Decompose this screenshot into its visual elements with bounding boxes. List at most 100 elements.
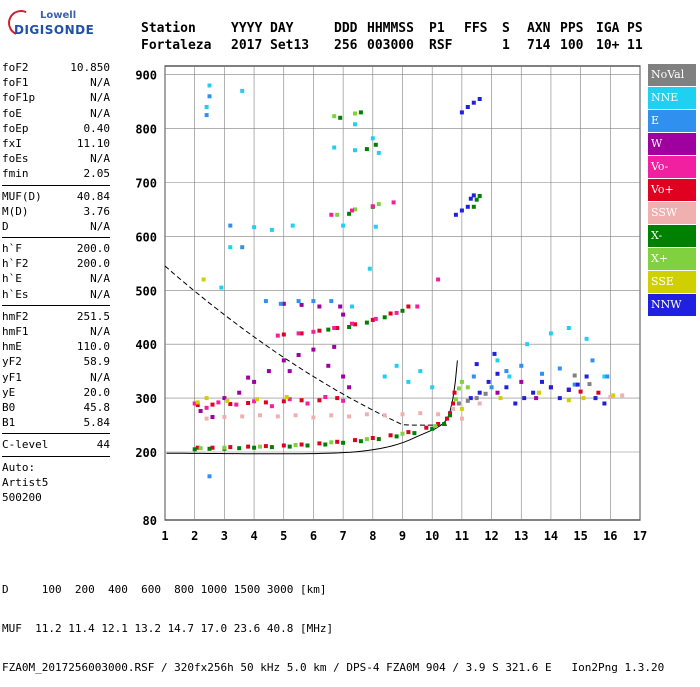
data-point-vo- bbox=[216, 400, 221, 405]
data-point-vo- bbox=[246, 401, 251, 405]
header-row2-cell-10: 10+ bbox=[596, 38, 620, 53]
param-key: fxI bbox=[2, 136, 22, 150]
data-point-w bbox=[281, 301, 286, 306]
footer: D 100 200 400 600 800 1000 1500 3000 [km… bbox=[2, 557, 664, 687]
data-point-x- bbox=[442, 422, 447, 426]
data-point-sse bbox=[284, 395, 289, 399]
data-point-w bbox=[338, 304, 343, 309]
header-row1-cell-1: YYYY bbox=[231, 21, 263, 36]
data-point-vo- bbox=[210, 445, 215, 450]
data-point-w bbox=[326, 363, 331, 368]
data-point-vo- bbox=[195, 445, 200, 450]
data-point-e bbox=[605, 374, 610, 379]
param-row: yE 20.0 bbox=[2, 385, 110, 400]
param-separator bbox=[2, 455, 110, 457]
data-point-x- bbox=[358, 439, 363, 444]
data-point-vo- bbox=[228, 445, 233, 450]
data-point-vo- bbox=[269, 404, 274, 409]
data-point-nnw bbox=[453, 212, 458, 217]
header-row1-cell-9: PPS bbox=[560, 21, 584, 36]
x-tick-label: 4 bbox=[250, 529, 257, 543]
data-point-nne bbox=[525, 342, 530, 347]
data-point-nnw bbox=[522, 396, 527, 401]
data-point-nnw bbox=[531, 390, 536, 395]
data-point-nnw bbox=[513, 401, 518, 406]
data-point-nnw bbox=[557, 396, 562, 401]
data-point-noval bbox=[456, 401, 461, 406]
data-point-vo- bbox=[296, 331, 301, 336]
param-key: h`F2 bbox=[2, 257, 29, 271]
param-key: h`E bbox=[2, 272, 22, 286]
data-point-vo- bbox=[252, 399, 257, 404]
data-point-e bbox=[590, 358, 595, 363]
param-row: hmE 110.0 bbox=[2, 339, 110, 354]
data-point-vo- bbox=[394, 310, 399, 315]
data-point-nnw bbox=[593, 396, 598, 401]
data-point-nnw bbox=[477, 97, 482, 101]
data-point-x- bbox=[364, 437, 369, 442]
header-row2-cell-1: 2017 bbox=[231, 38, 263, 53]
data-point-sse bbox=[459, 406, 464, 411]
data-point-e bbox=[519, 363, 524, 368]
param-key: foF2 bbox=[2, 61, 29, 74]
param-key: yE bbox=[2, 385, 16, 399]
data-point-vo- bbox=[332, 326, 337, 330]
footer-file-info: FZA0M_2017256003000.RSF / 320fx256h 50 k… bbox=[2, 661, 665, 674]
data-point-e bbox=[228, 223, 233, 228]
data-point-nne bbox=[204, 105, 209, 109]
param-key: Auto: bbox=[2, 460, 36, 474]
x-tick-label: 11 bbox=[455, 529, 469, 543]
data-point-w bbox=[266, 369, 271, 374]
data-point-e bbox=[263, 299, 268, 304]
data-point-w bbox=[281, 358, 286, 363]
param-key: C-level bbox=[2, 438, 49, 452]
data-point-nne bbox=[252, 225, 257, 230]
param-value: N/A bbox=[90, 219, 110, 233]
legend-item-ssw: SSW bbox=[648, 202, 696, 224]
data-point-nnw bbox=[477, 390, 482, 395]
param-row: M(D) 3.76 bbox=[2, 204, 110, 219]
data-point-vo- bbox=[317, 328, 322, 333]
y-tick-label: 200 bbox=[135, 446, 157, 460]
data-point-x- bbox=[376, 437, 381, 442]
data-point-w bbox=[246, 375, 251, 380]
data-point-nne bbox=[290, 223, 295, 228]
y-tick-label: 900 bbox=[135, 69, 157, 83]
data-point-x- bbox=[237, 446, 242, 451]
data-point-vo- bbox=[311, 329, 316, 334]
data-point-ssw bbox=[400, 412, 405, 417]
data-point-ssw bbox=[329, 413, 334, 418]
x-tick-label: 17 bbox=[633, 529, 647, 543]
param-row: C-level 44 bbox=[2, 437, 110, 452]
data-point-noval bbox=[465, 398, 470, 403]
legend-item-x-: X+ bbox=[648, 248, 696, 270]
legend-item-x-: X- bbox=[648, 225, 696, 247]
legend-item-vo-: Vo+ bbox=[648, 179, 696, 201]
header-row1-cell-2: DAY bbox=[270, 21, 294, 36]
data-point-w bbox=[210, 415, 215, 419]
data-point-x- bbox=[453, 397, 458, 402]
x-tick-label: 15 bbox=[573, 529, 587, 543]
data-point-x- bbox=[207, 446, 212, 451]
header-row1-cell-3: DDD bbox=[334, 21, 358, 36]
data-point-vo- bbox=[323, 395, 328, 399]
y-tick-label: 400 bbox=[135, 338, 157, 352]
legend-item-sse: SSE bbox=[648, 271, 696, 293]
data-point-x- bbox=[252, 445, 257, 450]
data-point-vo- bbox=[246, 444, 251, 449]
data-point-vo- bbox=[195, 403, 200, 408]
y-tick-label: 80 bbox=[143, 514, 157, 528]
data-point-x- bbox=[222, 445, 227, 450]
param-row: h`F2 200.0 bbox=[2, 256, 110, 271]
param-row: foE N/A bbox=[2, 106, 110, 121]
data-point-vo- bbox=[317, 441, 322, 446]
data-point-ssw bbox=[364, 412, 369, 417]
data-point-e bbox=[207, 474, 212, 479]
param-key: foEp bbox=[2, 121, 29, 135]
param-key: B1 bbox=[2, 416, 16, 430]
y-tick-label: 500 bbox=[135, 284, 157, 298]
param-key: MUF(D) bbox=[2, 189, 42, 203]
data-point-x- bbox=[353, 207, 357, 212]
data-point-x- bbox=[376, 202, 381, 207]
data-point-nnw bbox=[474, 362, 479, 367]
